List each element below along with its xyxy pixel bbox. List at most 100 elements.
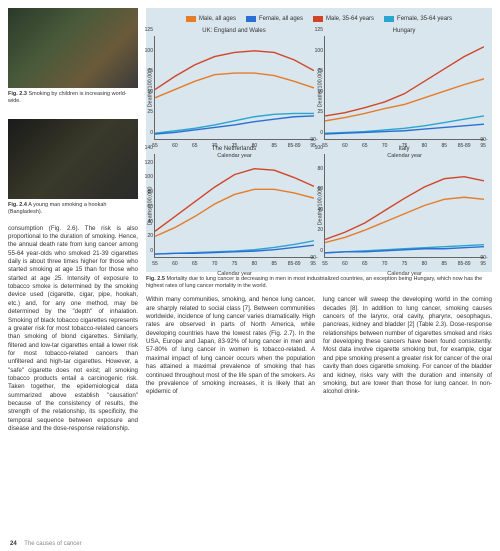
x-tick: 75 xyxy=(232,261,238,267)
y-tick: 0 xyxy=(311,248,323,254)
body-col-mid: Within many communities, smoking, and he… xyxy=(146,296,315,396)
right-column: Male, all ages Female, all ages Male, 35-6… xyxy=(146,8,492,543)
chart-title: Italy xyxy=(324,146,484,152)
y-axis-label: Deaths/100,000 xyxy=(317,186,323,225)
left-column: Fig. 2.3 Smoking by children is increasi… xyxy=(8,8,138,543)
legend-item: Male, all ages xyxy=(186,16,236,22)
body-col-right: lung cancer will sweep the developing wo… xyxy=(323,296,492,396)
x-tick: 65 xyxy=(192,261,198,267)
photo-2-caption: Fig. 2.4 A young man smoking a hookah (B… xyxy=(8,202,138,216)
x-tick: 55 xyxy=(322,261,328,267)
series-line xyxy=(155,51,314,90)
x-axis-label: Calendar year xyxy=(217,271,252,277)
left-body-text: consumption (Fig. 2.6). The risk is also… xyxy=(8,225,138,434)
chart-caption: Fig. 2.5 Mortality due to lung cancer is… xyxy=(146,276,492,290)
body-columns: Within many communities, smoking, and he… xyxy=(146,296,492,396)
x-tick: 85-89 xyxy=(458,261,471,267)
series-line xyxy=(155,245,314,254)
mini-chart: Italy 0204060801005560657075808585-8990-9… xyxy=(324,146,484,258)
footer-title: The causes of cancer xyxy=(24,541,81,547)
page-layout: Fig. 2.3 Smoking by children is increasi… xyxy=(0,0,500,551)
y-tick: 20 xyxy=(311,227,323,233)
x-tick: 70 xyxy=(212,261,218,267)
x-tick: 85-89 xyxy=(288,261,301,267)
series-line xyxy=(325,47,484,116)
fig-caption-2-5: Mortality due to lung cancer is decreasi… xyxy=(146,276,482,289)
series-line xyxy=(325,197,484,242)
y-tick: 125 xyxy=(311,27,323,33)
x-tick: 70 xyxy=(382,261,388,267)
y-axis-label: Deaths/100,000 xyxy=(147,68,153,107)
x-tick: 80 xyxy=(252,261,258,267)
fig-label-2-3: Fig. 2.3 xyxy=(8,91,27,97)
y-tick: 80 xyxy=(311,166,323,172)
x-tick: 80 xyxy=(422,261,428,267)
x-tick: 60 xyxy=(342,261,348,267)
legend-swatch xyxy=(384,16,394,22)
chart-lines xyxy=(155,154,314,257)
x-tick: 85 xyxy=(441,261,447,267)
plot-area: 02550751001255560657075808585-8990-95Cal… xyxy=(154,36,314,140)
legend-label: Male, all ages xyxy=(199,16,236,22)
chart-title: The Netherlands xyxy=(154,146,314,152)
y-tick: 140 xyxy=(141,145,153,151)
series-line xyxy=(155,116,314,134)
chart-lines xyxy=(325,154,484,257)
y-axis-label: Deaths/100,000 xyxy=(317,68,323,107)
fig-label-2-5: Fig. 2.5 xyxy=(146,276,165,282)
y-tick: 100 xyxy=(311,145,323,151)
y-tick: 100 xyxy=(141,48,153,54)
y-tick: 125 xyxy=(141,27,153,33)
chart-title: UK: England and Wales xyxy=(154,28,314,34)
legend-label: Female, 35-64 years xyxy=(397,16,452,22)
x-axis-label: Calendar year xyxy=(387,271,422,277)
mortality-chart-panel: Male, all ages Female, all ages Male, 35-6… xyxy=(146,8,492,272)
series-line xyxy=(155,73,314,98)
legend-swatch xyxy=(246,16,256,22)
x-tick: 55 xyxy=(152,261,158,267)
plot-area: 02550751001255560657075808585-8990-95Cal… xyxy=(324,36,484,140)
mini-chart: Hungary 02550751001255560657075808585-899… xyxy=(324,28,484,140)
chart-title: Hungary xyxy=(324,28,484,34)
legend-swatch xyxy=(186,16,196,22)
page-number: 24 xyxy=(10,541,17,547)
y-tick: 120 xyxy=(141,160,153,166)
page-footer: 24 The causes of cancer xyxy=(10,541,82,547)
legend-label: Female, all ages xyxy=(259,16,303,22)
x-tick: 65 xyxy=(362,261,368,267)
chart-legend: Male, all ages Female, all ages Male, 35-6… xyxy=(154,16,484,22)
plot-area: 0204060801005560657075808585-8990-95Cale… xyxy=(324,154,484,258)
y-tick: 100 xyxy=(311,48,323,54)
y-tick: 25 xyxy=(141,109,153,115)
series-line xyxy=(325,124,484,134)
fig-label-2-4: Fig. 2.4 xyxy=(8,202,27,208)
photo-children-smoking xyxy=(8,8,138,88)
series-line xyxy=(325,247,484,253)
mini-chart: UK: England and Wales 0255075100125556065… xyxy=(154,28,314,140)
y-tick: 0 xyxy=(141,248,153,254)
y-tick: 25 xyxy=(311,109,323,115)
series-line xyxy=(155,113,314,133)
legend-item: Female, 35-64 years xyxy=(384,16,452,22)
x-tick: 75 xyxy=(402,261,408,267)
mini-chart: The Netherlands 0204060801001201405560657… xyxy=(154,146,314,258)
series-line xyxy=(325,79,484,121)
y-tick: 0 xyxy=(141,130,153,136)
photo-1-caption: Fig. 2.3 Smoking by children is increasi… xyxy=(8,91,138,105)
y-tick: 0 xyxy=(311,130,323,136)
chart-grid: UK: England and Wales 0255075100125556065… xyxy=(154,28,484,258)
x-tick: 60 xyxy=(172,261,178,267)
legend-label: Male, 35-64 years xyxy=(326,16,374,22)
x-tick: 85 xyxy=(271,261,277,267)
series-line xyxy=(325,177,484,240)
series-line xyxy=(155,169,314,232)
y-tick: 20 xyxy=(141,233,153,239)
photo-hookah xyxy=(8,119,138,199)
legend-item: Male, 35-64 years xyxy=(313,16,374,22)
chart-lines xyxy=(155,36,314,139)
y-tick: 100 xyxy=(141,174,153,180)
chart-lines xyxy=(325,36,484,139)
legend-swatch xyxy=(313,16,323,22)
y-axis-label: Deaths/100,000 xyxy=(147,186,153,225)
plot-area: 0204060801001201405560657075808585-8990-… xyxy=(154,154,314,258)
